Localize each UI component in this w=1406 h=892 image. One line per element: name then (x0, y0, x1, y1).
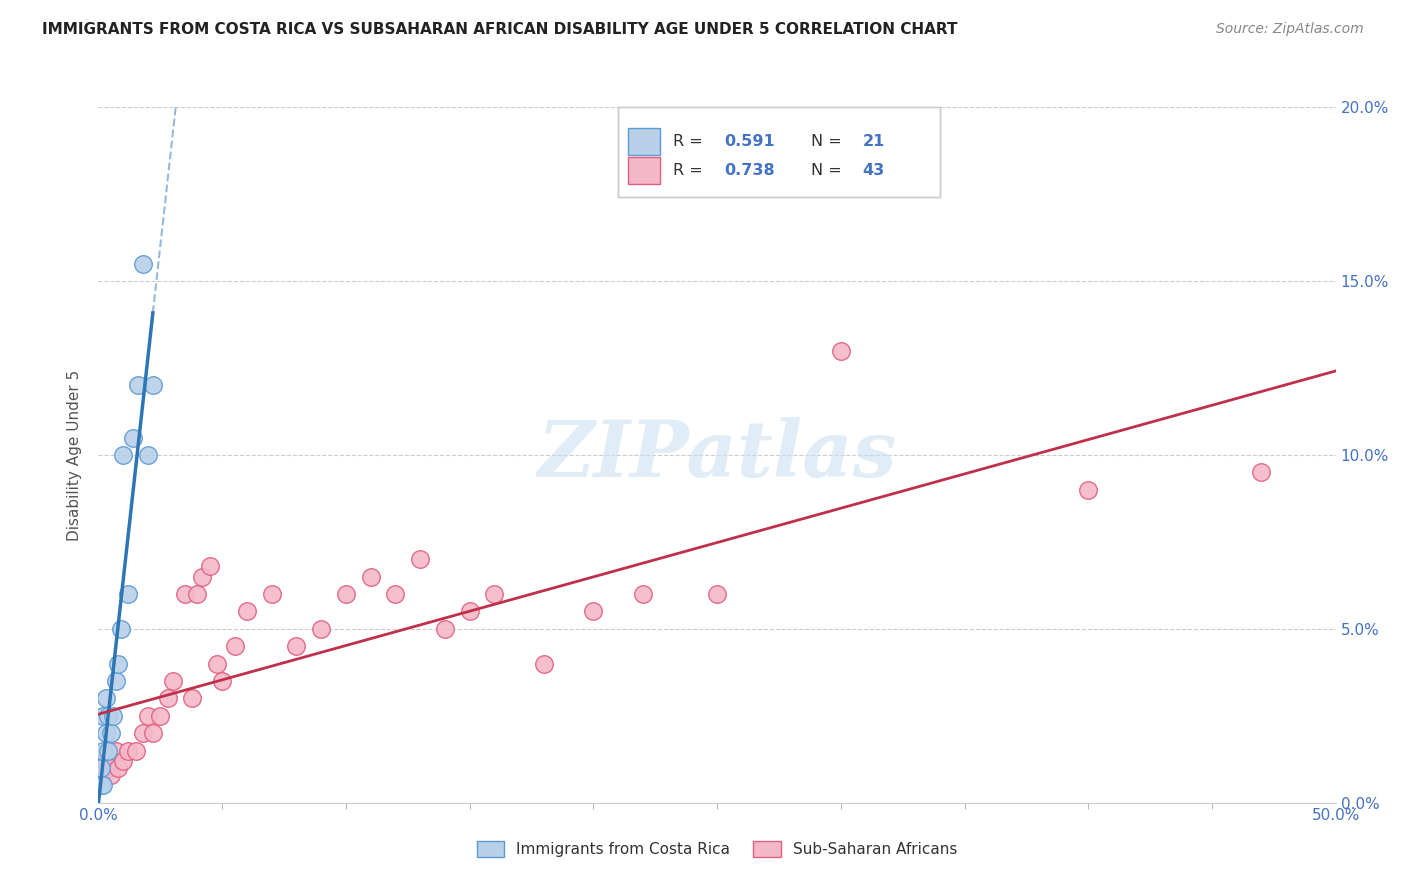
Point (260, 587, 283, 601)
Point (162, 674, 184, 689)
Point (236, 605, 259, 619)
Point (1250, 466, 1272, 480)
Point (97, 708, 120, 723)
Point (107, 761, 129, 775)
Point (90, 768, 112, 782)
Point (156, 691, 179, 706)
Point (97, 761, 120, 775)
Point (127, 378, 149, 392)
Point (181, 691, 204, 706)
Point (224, 639, 246, 653)
Point (136, 708, 159, 723)
Point (112, 448, 135, 462)
Point (100, 726, 122, 740)
Point (142, 378, 165, 392)
Point (205, 657, 228, 671)
Point (93, 744, 115, 758)
Point (122, 431, 145, 445)
Point (93, 761, 115, 775)
Point (335, 587, 357, 601)
Point (631, 587, 654, 601)
Y-axis label: Disability Age Under 5: Disability Age Under 5 (67, 369, 83, 541)
Point (124, 744, 146, 758)
Point (433, 622, 456, 636)
Point (94, 726, 117, 740)
Point (142, 726, 165, 740)
Point (112, 754, 135, 768)
Point (117, 587, 139, 601)
Point (198, 559, 221, 574)
Text: ZIPatlas: ZIPatlas (537, 417, 897, 493)
Point (484, 587, 506, 601)
Point (103, 754, 125, 768)
Point (458, 605, 481, 619)
Point (132, 726, 155, 740)
Point (830, 343, 852, 358)
Point (211, 674, 233, 689)
Point (94, 691, 117, 706)
Point (384, 587, 406, 601)
Point (149, 708, 172, 723)
Point (409, 552, 432, 566)
Point (90, 778, 112, 792)
Point (117, 744, 139, 758)
Point (104, 744, 127, 758)
Point (360, 570, 382, 584)
Text: IMMIGRANTS FROM COSTA RICA VS SUBSAHARAN AFRICAN DISABILITY AGE UNDER 5 CORRELAT: IMMIGRANTS FROM COSTA RICA VS SUBSAHARAN… (42, 22, 957, 37)
Point (132, 256, 155, 270)
Point (136, 448, 159, 462)
Point (93, 708, 115, 723)
Point (90, 761, 112, 775)
Point (309, 622, 332, 636)
Point (191, 570, 214, 584)
Legend: Immigrants from Costa Rica, Sub-Saharan Africans: Immigrants from Costa Rica, Sub-Saharan … (470, 833, 965, 864)
Point (1077, 483, 1099, 497)
Point (110, 622, 132, 636)
Point (97, 744, 120, 758)
Point (582, 605, 605, 619)
Point (94, 754, 117, 768)
Point (285, 639, 308, 653)
Point (104, 674, 127, 689)
Point (93, 778, 115, 792)
Point (186, 587, 208, 601)
Point (107, 657, 129, 671)
Point (100, 768, 122, 782)
Point (174, 587, 197, 601)
Point (706, 587, 728, 601)
Point (533, 657, 555, 671)
Text: Source: ZipAtlas.com: Source: ZipAtlas.com (1216, 22, 1364, 37)
Point (103, 708, 125, 723)
